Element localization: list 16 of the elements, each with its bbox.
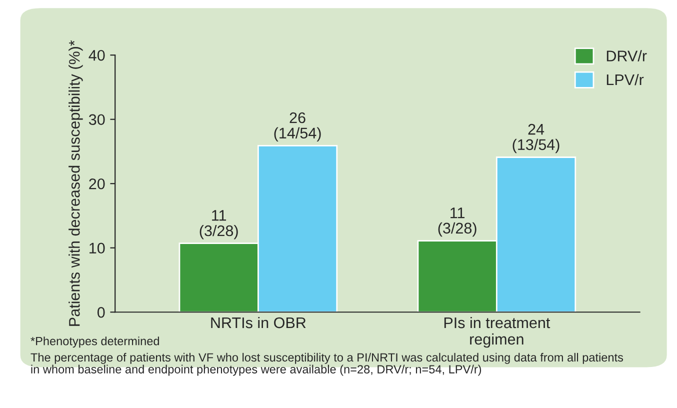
x-tick-label: PIs in treatment regimen	[444, 316, 550, 348]
x-tick-label: NRTIs in OBR	[211, 316, 306, 328]
y-axis-title: Patients with decreased susceptibility (%)*	[68, 40, 83, 326]
y-tick-label: 20	[89, 178, 105, 190]
text: *Phenotypes determined	[30, 336, 159, 348]
y-tick-label: 30	[88, 114, 105, 126]
y-tick-label: 0	[97, 306, 105, 318]
legend-label: LPV/r	[606, 74, 644, 86]
data-label: 11 (3/28)	[438, 208, 476, 237]
y-tick-label: 40	[88, 50, 105, 61]
data-label: 26 (14/54)	[274, 112, 321, 142]
data-label: 11 (3/28)	[200, 210, 238, 240]
text: The percentage of patients with VF who lost susceptibility to a PI/NRTI was calculated using data from all patients in whom baseline and endpoint phenotypes were available (n=28, DRV/r; n=54, LPV/r)	[30, 352, 624, 376]
data-label: 24 (13/54)	[512, 124, 560, 154]
y-tick-label: 10	[90, 242, 105, 254]
legend-label: DRV/r	[606, 50, 647, 62]
